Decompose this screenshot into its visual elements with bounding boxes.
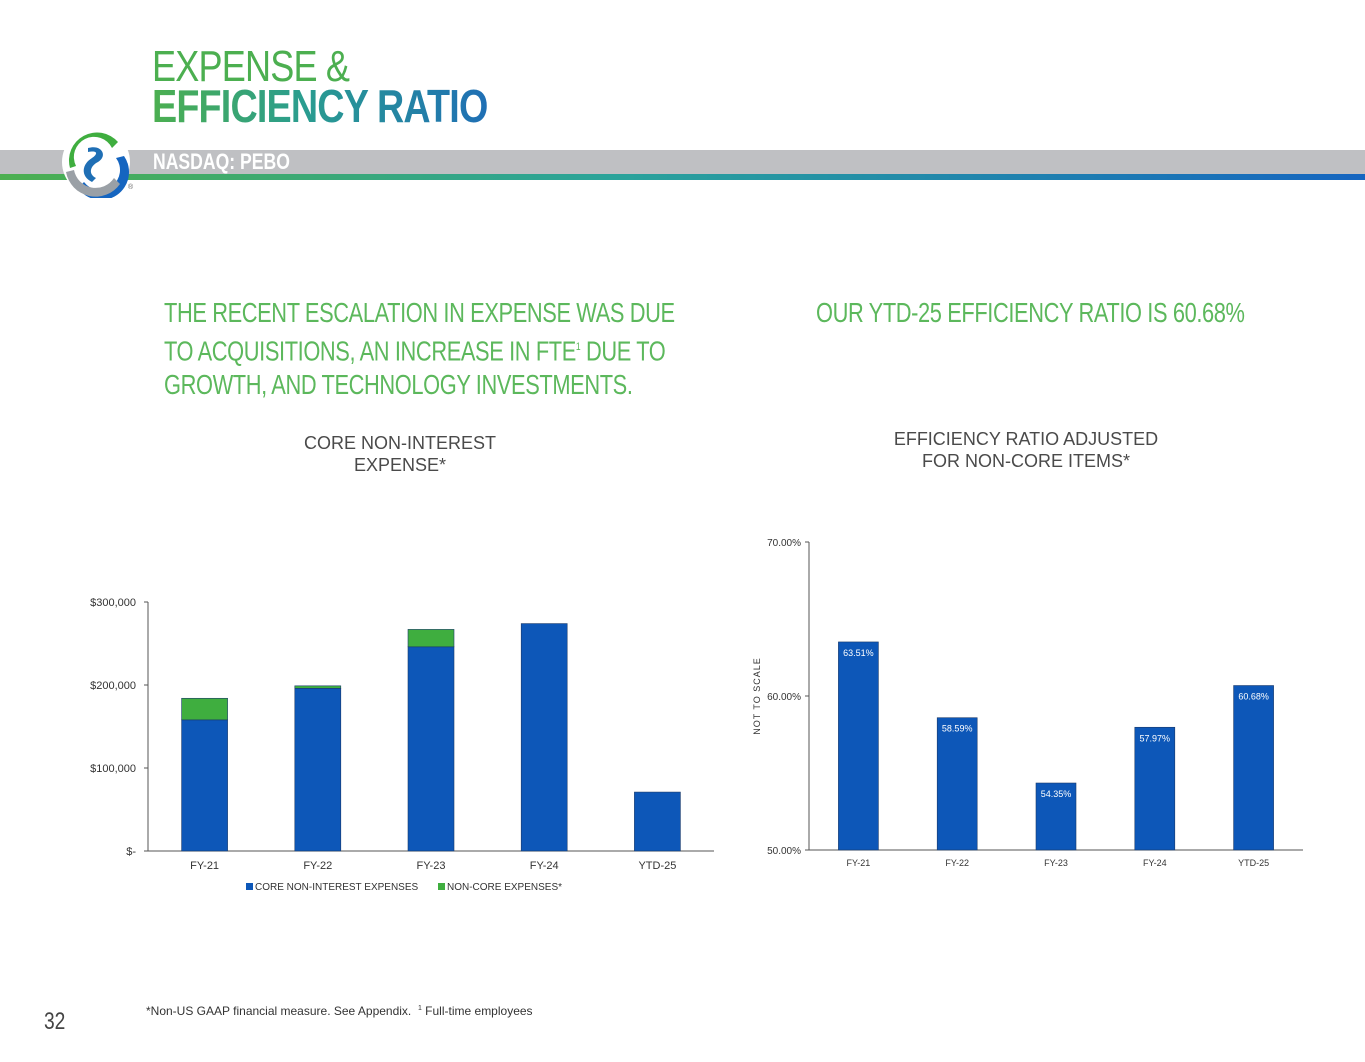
x-tick-label: FY-24 xyxy=(1143,858,1167,868)
x-tick-label: FY-21 xyxy=(847,858,871,868)
x-tick-label: FY-23 xyxy=(417,860,446,872)
efficiency-bar xyxy=(1035,782,1077,851)
non-core-expense-bar xyxy=(181,697,228,721)
registered-mark: ® xyxy=(128,183,134,191)
efficiency-bar xyxy=(936,717,978,851)
y-axis-label: NOT TO SCALE xyxy=(752,657,762,735)
y-tick-label: 50.00% xyxy=(767,846,801,857)
data-label: 54.35% xyxy=(1041,789,1072,799)
ticker-label: NASDAQ: PEBO xyxy=(153,149,290,174)
chart-1-title: CORE NON-INTEREST EXPENSE* xyxy=(303,433,496,475)
headline-superscript: 1 xyxy=(575,341,581,353)
non-core-expense-bar xyxy=(407,629,455,648)
data-label: 63.51% xyxy=(843,648,874,658)
page-number: 32 xyxy=(44,1008,66,1035)
x-tick-label: FY-21 xyxy=(190,860,219,872)
page-title-line-1: EXPENSE & xyxy=(152,42,350,91)
y-tick-label: $100,000 xyxy=(90,763,136,775)
headline-left-line-3: GROWTH, AND TECHNOLOGY INVESTMENTS. xyxy=(164,369,633,401)
legend-swatch xyxy=(246,883,253,890)
core-expense-bar xyxy=(181,719,228,852)
x-tick-label: YTD-25 xyxy=(1238,858,1269,868)
headline-left: THE RECENT ESCALATION IN EXPENSE WAS DUE… xyxy=(164,296,675,402)
data-label: 57.97% xyxy=(1140,733,1171,743)
x-tick-label: FY-23 xyxy=(1044,858,1068,868)
efficiency-bar xyxy=(838,641,879,851)
x-tick-label: FY-22 xyxy=(945,858,969,868)
x-tick-label: YTD-25 xyxy=(638,860,676,872)
y-tick-label: $200,000 xyxy=(90,680,136,692)
x-tick-label: FY-24 xyxy=(530,860,559,872)
footnote: *Non-US GAAP financial measure. See Appe… xyxy=(146,1004,533,1018)
core-expense-chart: $- $100,000 $200,000 $300,000 FY-21 FY-22 FY-2… xyxy=(90,597,714,893)
core-expense-bar xyxy=(634,791,681,852)
core-expense-bar xyxy=(294,688,342,852)
headline-left-line-1: THE RECENT ESCALATION IN EXPENSE WAS DUE xyxy=(164,297,675,328)
headline-right: OUR YTD-25 EFFICIENCY RATIO IS 60.68% xyxy=(816,297,1245,328)
headline-left-line-2: TO ACQUISITIONS, AN INCREASE IN FTE1 DUE… xyxy=(164,335,666,367)
core-expense-bar xyxy=(407,646,455,852)
y-tick-label: 60.00% xyxy=(767,692,801,703)
y-tick-label: $- xyxy=(126,846,136,858)
legend-label: NON-CORE EXPENSES* xyxy=(447,882,562,893)
efficiency-ratio-chart: 50.00% 60.00% 70.00% NOT TO SCALE 63.51% FY-2… xyxy=(752,538,1303,868)
y-tick-label: $300,000 xyxy=(90,597,136,609)
data-label: 58.59% xyxy=(942,724,973,734)
page-title-line-2: EFFICIENCY RATIO xyxy=(152,80,488,132)
core-expense-bar xyxy=(520,623,568,852)
efficiency-bar xyxy=(1233,685,1274,851)
company-logo-icon: ® xyxy=(62,128,134,198)
header-band xyxy=(0,150,1365,174)
efficiency-bar xyxy=(1134,726,1176,851)
non-core-expense-bar xyxy=(294,685,342,689)
legend-swatch xyxy=(438,883,445,890)
x-tick-label: FY-22 xyxy=(303,860,332,872)
y-tick-label: 70.00% xyxy=(767,538,801,549)
header-gradient-line xyxy=(0,174,1365,180)
chart-2-title: EFFICIENCY RATIO ADJUSTED FOR NON-CORE I… xyxy=(893,429,1159,471)
legend-label: CORE NON-INTEREST EXPENSES xyxy=(255,882,419,893)
data-label: 60.68% xyxy=(1238,692,1269,702)
